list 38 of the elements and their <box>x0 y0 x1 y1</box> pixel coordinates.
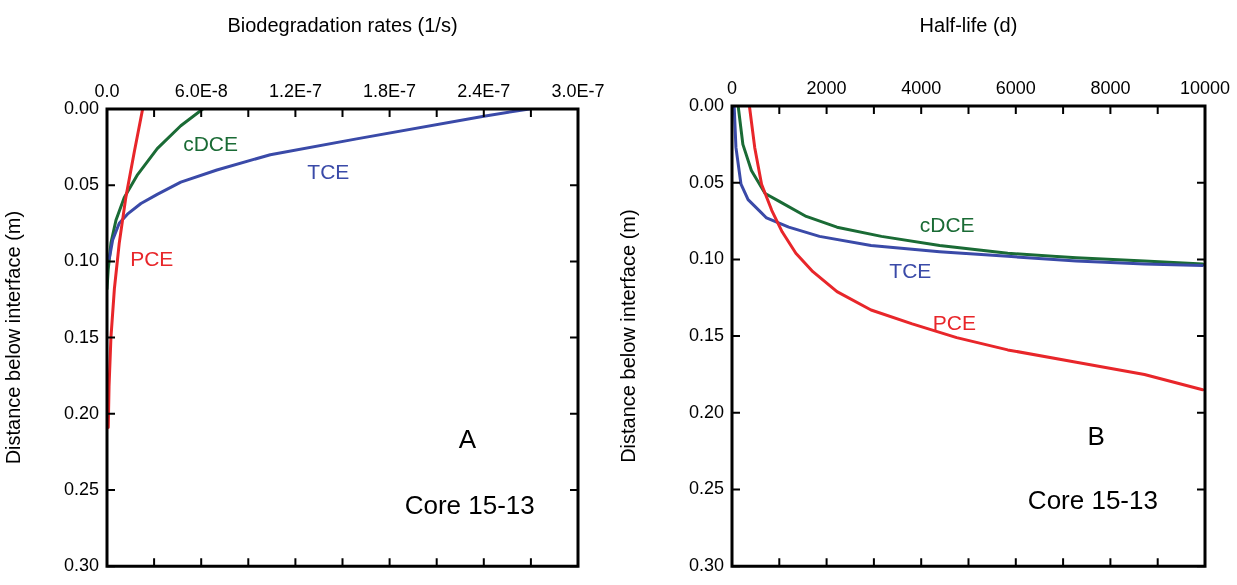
series-label: TCE <box>889 259 932 283</box>
y-axis-title: Distance below interface (m) <box>1 210 24 465</box>
x-tick-label: 3.0E-7 <box>551 81 605 102</box>
x-axis-title: Half-life (d) <box>919 13 1018 36</box>
x-tick-label: 2.4E-7 <box>457 81 511 102</box>
x-tick-label: 4000 <box>901 78 942 99</box>
y-tick-label: 0.25 <box>63 478 99 499</box>
y-tick-label: 0.30 <box>63 555 99 576</box>
series-label: cDCE <box>919 213 975 237</box>
x-axis-title: Biodegradation rates (1/s) <box>227 13 458 36</box>
x-tick-label: 2000 <box>806 78 847 99</box>
y-tick-label: 0.25 <box>688 478 724 499</box>
x-tick-label: 10000 <box>1179 78 1231 99</box>
y-tick-label: 0.00 <box>688 94 724 115</box>
series-label: TCE <box>307 159 350 183</box>
x-tick-label: 0 <box>726 78 738 99</box>
y-tick-label: 0.20 <box>63 402 99 423</box>
y-tick-label: 0.05 <box>688 171 724 192</box>
y-tick-label: 0.20 <box>688 401 724 422</box>
annotation: A <box>458 424 477 455</box>
y-tick-label: 0.10 <box>63 250 99 271</box>
x-tick-label: 6000 <box>995 78 1036 99</box>
annotation: B <box>1087 420 1105 451</box>
y-axis-title: Distance below interface (m) <box>616 209 639 463</box>
series-label: PCE <box>932 310 976 334</box>
y-tick-label: 0.05 <box>63 174 99 195</box>
annotation: Core 15-13 <box>1027 484 1158 515</box>
y-tick-label: 0.30 <box>688 555 724 576</box>
series-label: PCE <box>130 246 174 270</box>
x-tick-label: 6.0E-8 <box>174 81 228 102</box>
annotation: Core 15-13 <box>404 489 535 520</box>
x-tick-label: 8000 <box>1090 78 1131 99</box>
series-label: cDCE <box>183 132 239 156</box>
x-tick-label: 1.8E-7 <box>363 81 417 102</box>
x-tick-label: 1.2E-7 <box>268 81 322 102</box>
y-tick-label: 0.15 <box>688 325 724 346</box>
y-tick-label: 0.10 <box>688 248 724 269</box>
y-tick-label: 0.15 <box>63 326 99 347</box>
